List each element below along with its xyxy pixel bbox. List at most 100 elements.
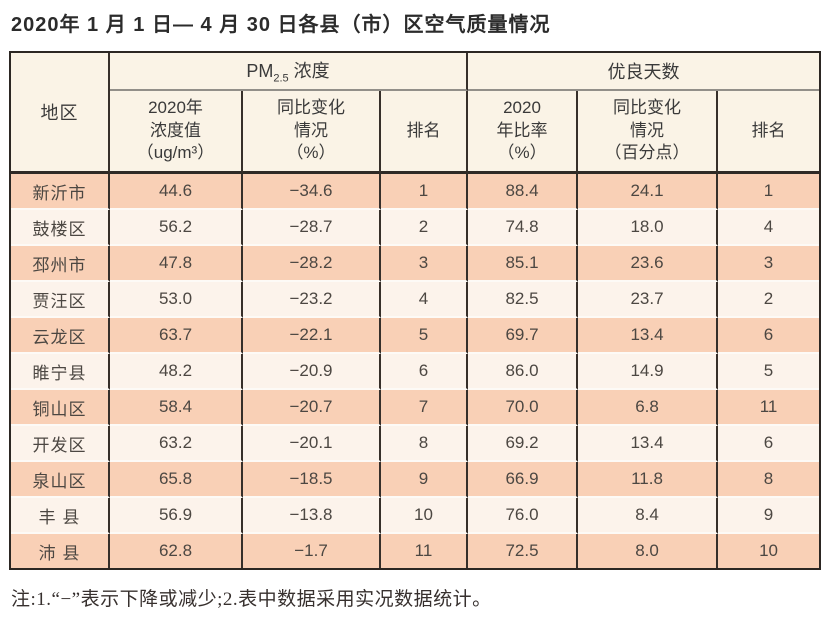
pm-rank-cell: 9 <box>381 462 469 498</box>
good-change-cell: 13.4 <box>578 318 719 354</box>
pm-change-cell: −20.9 <box>243 354 381 390</box>
pm-change-cell: −22.1 <box>243 318 381 354</box>
pm-subscript: 2.5 <box>273 72 289 85</box>
pm-rank-cell: 5 <box>381 318 469 354</box>
page-title: 2020年 1 月 1 日— 4 月 30 日各县（市）区空气质量情况 <box>11 14 551 36</box>
good-rank-cell: 11 <box>718 390 820 426</box>
pm-label-rest: 浓度 <box>288 61 330 82</box>
table-row: 泉山区 65.8 −18.5 9 66.9 11.8 8 <box>11 462 820 498</box>
pm-value-cell: 63.7 <box>110 318 243 354</box>
col-header-pm-value: 2020年 浓度值 （ug/m³） <box>110 91 243 174</box>
region-cell: 新沂市 <box>11 174 110 210</box>
pm-label: PM <box>246 61 274 82</box>
region-cell: 贾汪区 <box>11 282 110 318</box>
table-row: 云龙区 63.7 −22.1 5 69.7 13.4 6 <box>11 318 820 354</box>
col-group-good-days: 优良天数 <box>468 53 820 91</box>
good-change-cell: 24.1 <box>578 174 719 210</box>
region-cell: 开发区 <box>11 426 110 462</box>
good-rate-cell: 69.2 <box>468 426 579 462</box>
col-header-good-rate: 2020 年比率 （%） <box>468 91 579 174</box>
region-cell: 铜山区 <box>11 390 110 426</box>
table-row: 睢宁县 48.2 −20.9 6 86.0 14.9 5 <box>11 354 820 390</box>
good-change-cell: 11.8 <box>578 462 719 498</box>
air-quality-table: 地区 PM2.5 浓度 优良天数 2020年 浓度值 （ug/m³） 同比变化 … <box>9 51 822 570</box>
good-rate-cell: 76.0 <box>468 498 579 534</box>
good-change-cell: 23.7 <box>578 282 719 318</box>
good-change-cell: 8.0 <box>578 534 719 568</box>
pm-change-cell: −1.7 <box>243 534 381 568</box>
good-rank-cell: 5 <box>718 354 820 390</box>
table-row: 鼓楼区 56.2 −28.7 2 74.8 18.0 4 <box>11 210 820 246</box>
good-change-cell: 14.9 <box>578 354 719 390</box>
good-rank-cell: 9 <box>718 498 820 534</box>
region-cell: 沛 县 <box>11 534 110 568</box>
pm-change-cell: −18.5 <box>243 462 381 498</box>
good-change-cell: 18.0 <box>578 210 719 246</box>
pm-value-cell: 47.8 <box>110 246 243 282</box>
good-rate-cell: 85.1 <box>468 246 579 282</box>
good-change-cell: 23.6 <box>578 246 719 282</box>
pm-rank-cell: 2 <box>381 210 469 246</box>
pm-rank-cell: 3 <box>381 246 469 282</box>
pm-rank-cell: 11 <box>381 534 469 568</box>
col-header-good-rank: 排名 <box>718 91 820 174</box>
pm-value-cell: 48.2 <box>110 354 243 390</box>
pm-value-cell: 65.8 <box>110 462 243 498</box>
pm-rank-cell: 7 <box>381 390 469 426</box>
table-row: 邳州市 47.8 −28.2 3 85.1 23.6 3 <box>11 246 820 282</box>
pm-change-cell: −20.1 <box>243 426 381 462</box>
pm-value-cell: 58.4 <box>110 390 243 426</box>
pm-change-cell: −28.7 <box>243 210 381 246</box>
good-rate-cell: 88.4 <box>468 174 579 210</box>
pm-change-cell: −28.2 <box>243 246 381 282</box>
good-rate-cell: 82.5 <box>468 282 579 318</box>
col-header-pm-rank: 排名 <box>381 91 469 174</box>
good-rate-cell: 66.9 <box>468 462 579 498</box>
region-cell: 泉山区 <box>11 462 110 498</box>
pm-rank-cell: 8 <box>381 426 469 462</box>
group-header-row: 地区 PM2.5 浓度 优良天数 <box>11 53 820 174</box>
region-cell: 邳州市 <box>11 246 110 282</box>
table-row: 沛 县 62.8 −1.7 11 72.5 8.0 10 <box>11 534 820 568</box>
pm-change-cell: −23.2 <box>243 282 381 318</box>
table-row: 丰 县 56.9 −13.8 10 76.0 8.4 9 <box>11 498 820 534</box>
pm-value-cell: 44.6 <box>110 174 243 210</box>
pm-value-cell: 56.2 <box>110 210 243 246</box>
good-rank-cell: 6 <box>718 426 820 462</box>
pm-change-cell: −34.6 <box>243 174 381 210</box>
pm-rank-cell: 10 <box>381 498 469 534</box>
pm-change-cell: −13.8 <box>243 498 381 534</box>
good-rank-cell: 2 <box>718 282 820 318</box>
good-rank-cell: 1 <box>718 174 820 210</box>
col-group-pm25: PM2.5 浓度 <box>110 53 469 91</box>
region-cell: 鼓楼区 <box>11 210 110 246</box>
col-header-good-change: 同比变化 情况 （百分点） <box>578 91 719 174</box>
region-cell: 云龙区 <box>11 318 110 354</box>
table-row: 开发区 63.2 −20.1 8 69.2 13.4 6 <box>11 426 820 462</box>
pm-change-cell: −20.7 <box>243 390 381 426</box>
col-header-region: 地区 <box>11 53 110 174</box>
good-rate-cell: 86.0 <box>468 354 579 390</box>
good-rate-cell: 70.0 <box>468 390 579 426</box>
good-rate-cell: 72.5 <box>468 534 579 568</box>
pm-value-cell: 56.9 <box>110 498 243 534</box>
good-change-cell: 8.4 <box>578 498 719 534</box>
table-row: 贾汪区 53.0 −23.2 4 82.5 23.7 2 <box>11 282 820 318</box>
table-header: 地区 PM2.5 浓度 优良天数 2020年 浓度值 （ug/m³） 同比变化 … <box>11 53 820 174</box>
footnote: 注:1.“−”表示下降或减少;2.表中数据采用实况数据统计。 <box>11 589 492 610</box>
table-row: 铜山区 58.4 −20.7 7 70.0 6.8 11 <box>11 390 820 426</box>
good-rank-cell: 3 <box>718 246 820 282</box>
sub-header-row: 2020年 浓度值 （ug/m³） 同比变化 情况 （%） 排名 2020 年比… <box>11 91 820 174</box>
good-change-cell: 13.4 <box>578 426 719 462</box>
pm-rank-cell: 6 <box>381 354 469 390</box>
good-rate-cell: 74.8 <box>468 210 579 246</box>
pm-rank-cell: 1 <box>381 174 469 210</box>
region-cell: 丰 县 <box>11 498 110 534</box>
col-header-pm-change: 同比变化 情况 （%） <box>243 91 381 174</box>
good-rate-cell: 69.7 <box>468 318 579 354</box>
good-rank-cell: 10 <box>718 534 820 568</box>
good-rank-cell: 6 <box>718 318 820 354</box>
good-rank-cell: 4 <box>718 210 820 246</box>
good-change-cell: 6.8 <box>578 390 719 426</box>
